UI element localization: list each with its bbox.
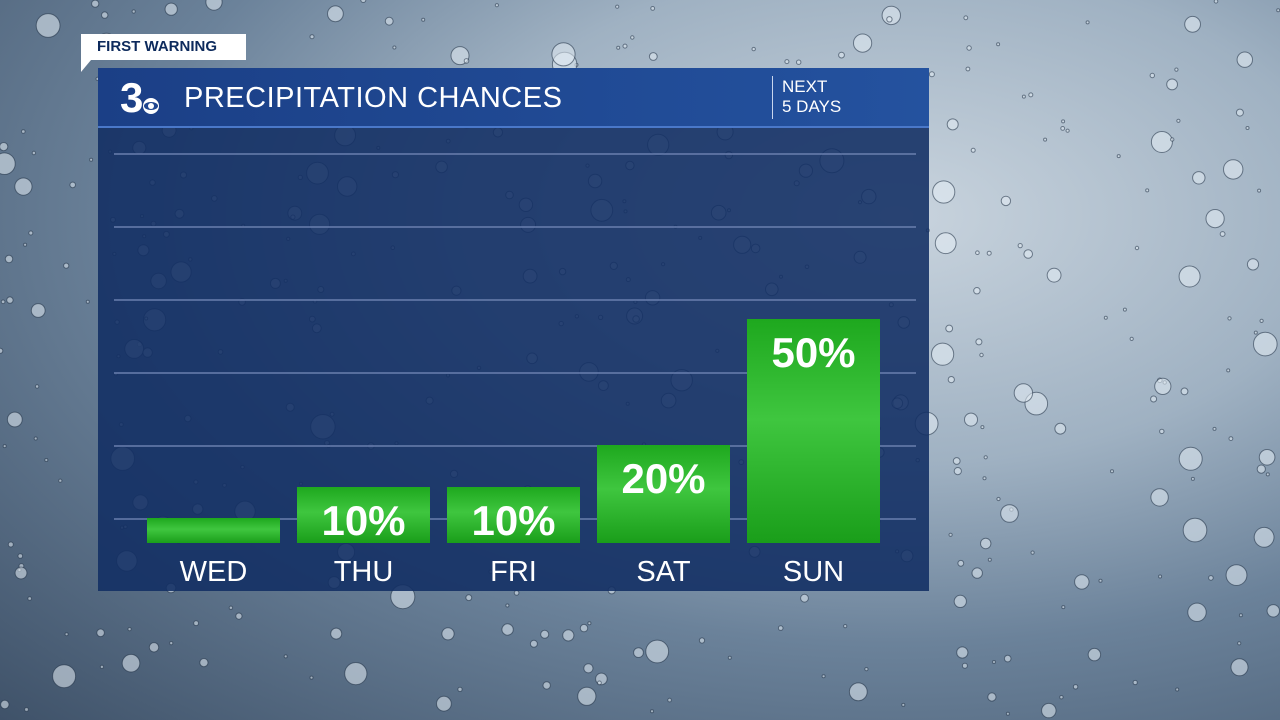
day-label-thu: THU [334,556,394,588]
bar-sat [597,445,730,543]
bar-thu [297,487,430,543]
bar-wed [147,518,280,543]
value-label-sun: 50% [771,329,855,376]
labels: WED THU 10% FRI 10% SAT 20% SUN 50% [180,329,856,588]
first-warning-badge: FIRST WARNING [81,34,246,60]
day-label-sun: SUN [783,556,844,588]
first-warning-label: FIRST WARNING [97,38,217,55]
bar-sun [747,319,880,543]
value-label-thu: 10% [321,497,405,544]
day-label-sat: SAT [636,556,691,588]
chart-title: PRECIPITATION CHANCES [184,82,563,114]
time-range-line-1: NEXT [782,77,828,96]
time-range-line-2: 5 DAYS [782,97,842,116]
time-range-label: NEXT 5 DAYS [782,77,841,117]
header-divider [772,76,773,119]
svg-text:3: 3 [120,74,143,120]
day-label-wed: WED [180,556,248,588]
precipitation-bar-chart: WED THU 10% FRI 10% SAT 20% SUN 50% [114,153,916,588]
day-label-fri: FRI [490,556,537,588]
bars [147,319,880,543]
value-label-fri: 10% [471,497,555,544]
bar-fri [447,487,580,543]
channel-3-logo-icon: 3 [120,74,159,120]
chart-header [98,68,929,128]
value-label-sat: 20% [621,455,705,502]
badge-tail [81,60,91,72]
